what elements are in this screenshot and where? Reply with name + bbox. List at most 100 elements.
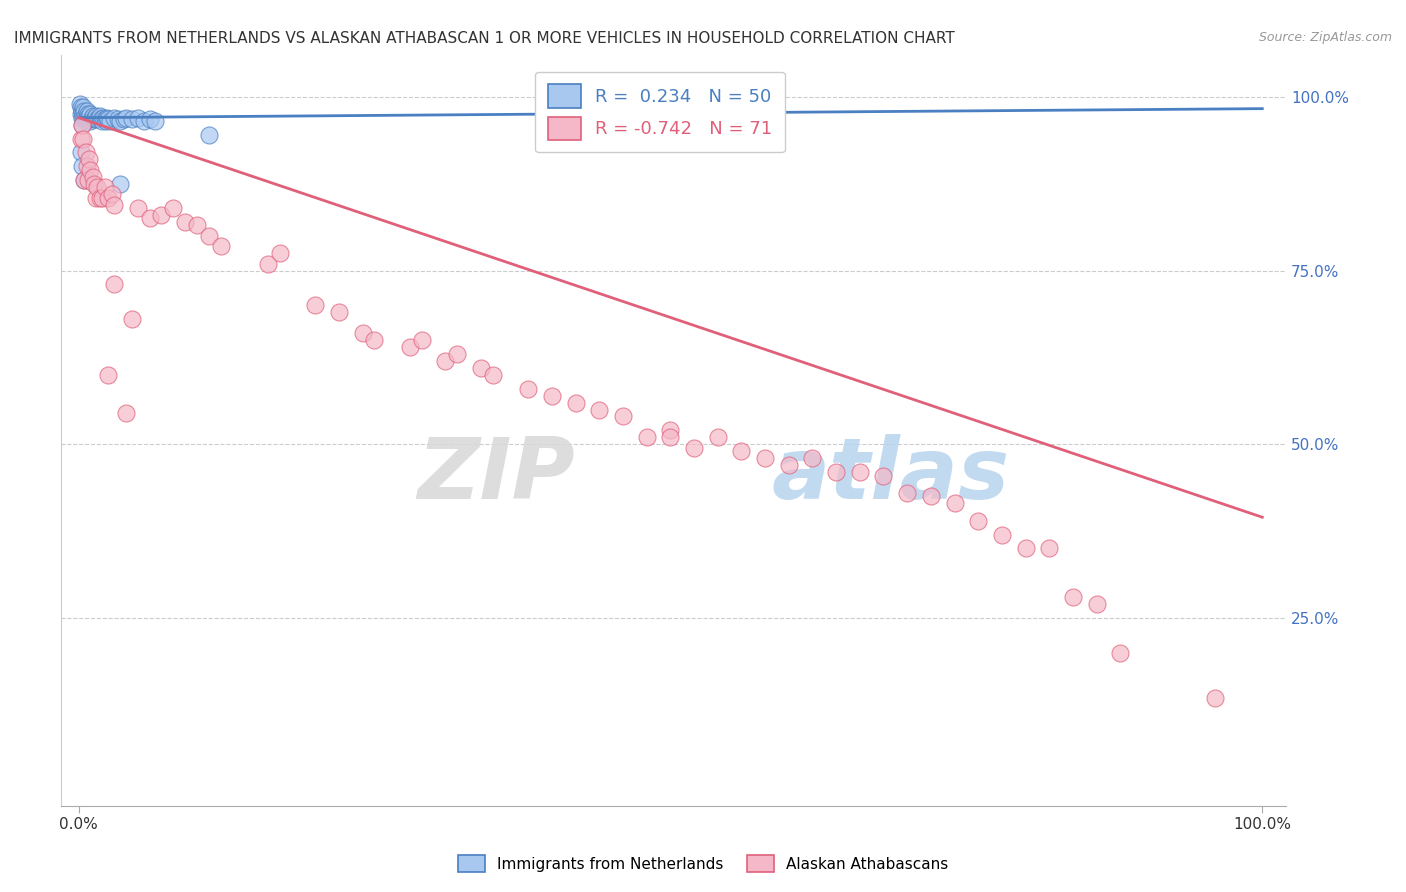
Point [73,173,96,187]
Point [75,114,97,128]
Point [79,107,101,121]
Point [76,111,98,125]
Point [89,109,111,123]
Point [77,112,100,126]
Legend: R =  0.234   N = 50, R = -0.742   N = 71: R = 0.234 N = 50, R = -0.742 N = 71 [536,71,785,153]
Legend: Immigrants from Netherlands, Alaskan Athabascans: Immigrants from Netherlands, Alaskan Ath… [450,847,956,880]
Point [269,246,291,260]
Point [72,107,94,121]
Point [127,111,149,125]
Point [75,145,97,160]
Point [121,112,143,126]
Point [636,430,658,444]
Text: IMMIGRANTS FROM NETHERLANDS VS ALASKAN ATHABASCAN 1 OR MORE VEHICLES IN HOUSEHOL: IMMIGRANTS FROM NETHERLANDS VS ALASKAN A… [14,31,955,46]
Point [79,162,101,177]
Point [112,112,135,126]
Point [70,159,93,173]
Point [991,527,1014,541]
Point [70,111,93,125]
Point [564,395,586,409]
Point [730,444,752,458]
Point [107,112,129,126]
Point [121,312,143,326]
Point [304,298,326,312]
Point [97,112,120,126]
Point [70,118,93,132]
Point [93,112,115,126]
Point [83,177,105,191]
Point [72,131,94,145]
Point [76,103,98,118]
Point [115,406,138,420]
Point [470,360,492,375]
Point [84,191,107,205]
Point [100,187,122,202]
Point [197,128,219,142]
Point [174,215,197,229]
Point [1085,597,1108,611]
Point [76,159,98,173]
Point [89,191,111,205]
Point [328,305,350,319]
Point [72,100,94,114]
Point [352,326,374,340]
Point [659,423,682,437]
Point [84,109,107,123]
Point [138,112,160,126]
Point [162,201,184,215]
Point [108,177,131,191]
Point [73,103,96,118]
Point [79,114,101,128]
Point [82,109,104,123]
Point [86,180,108,194]
Point [73,111,96,125]
Point [82,169,104,184]
Point [612,409,634,424]
Point [920,489,942,503]
Point [257,257,280,271]
Point [517,382,540,396]
Point [1038,541,1060,556]
Point [446,347,468,361]
Point [94,114,117,128]
Point [70,107,93,121]
Point [96,111,118,125]
Point [70,103,93,118]
Point [87,111,110,125]
Text: ZIP: ZIP [418,434,575,516]
Point [150,208,173,222]
Point [86,112,108,126]
Point [363,333,385,347]
Point [80,111,103,125]
Point [132,114,155,128]
Point [683,441,706,455]
Point [872,468,894,483]
Point [138,211,160,226]
Point [186,219,208,233]
Point [145,114,167,128]
Point [706,430,728,444]
Point [209,239,232,253]
Point [825,465,848,479]
Point [90,112,112,126]
Point [77,107,100,121]
Point [70,145,93,160]
Point [434,354,457,368]
Point [103,111,125,125]
Point [482,368,505,382]
Point [69,96,91,111]
Point [91,191,114,205]
Text: Source: ZipAtlas.com: Source: ZipAtlas.com [1258,31,1392,45]
Point [75,107,97,121]
Point [778,458,800,472]
Point [399,340,422,354]
Point [1204,690,1226,705]
Point [1062,590,1084,604]
Point [411,333,433,347]
Point [97,191,120,205]
Point [77,173,100,187]
Point [801,451,824,466]
Point [1109,646,1132,660]
Point [70,100,93,114]
Point [84,111,107,125]
